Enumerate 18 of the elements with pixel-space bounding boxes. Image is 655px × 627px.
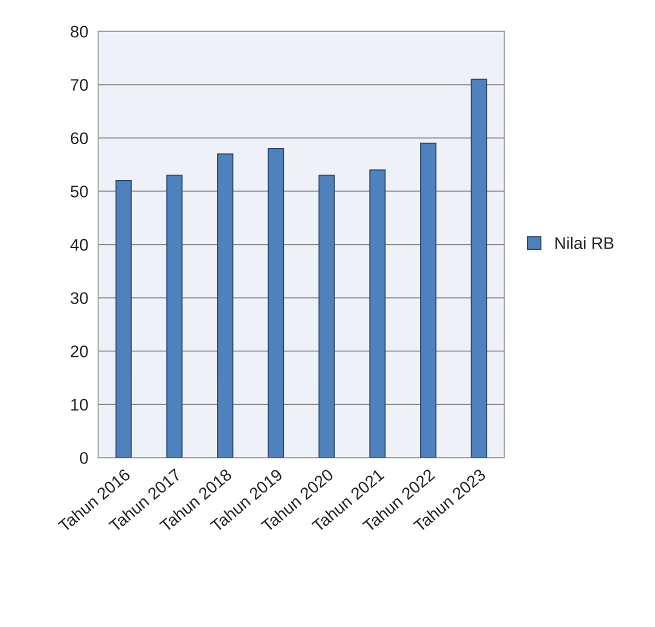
y-tick-label: 80 <box>70 26 88 38</box>
y-tick-label: 50 <box>70 186 88 198</box>
y-tick-label: 70 <box>70 79 88 91</box>
bar <box>166 174 183 458</box>
bar <box>268 148 284 458</box>
y-tick-label: 40 <box>70 238 88 251</box>
y-tick-label: 0 <box>80 452 88 464</box>
bar <box>470 78 488 458</box>
bar <box>369 169 386 458</box>
bar <box>420 142 436 458</box>
y-tick-label: 30 <box>70 292 88 304</box>
y-tick-label: 60 <box>70 132 88 144</box>
bar <box>115 180 132 458</box>
legend-label: Nilai RB <box>556 236 614 250</box>
bar <box>318 174 335 458</box>
bar <box>216 153 234 458</box>
y-tick-label: 20 <box>70 346 88 358</box>
y-tick-label: 10 <box>71 398 88 411</box>
